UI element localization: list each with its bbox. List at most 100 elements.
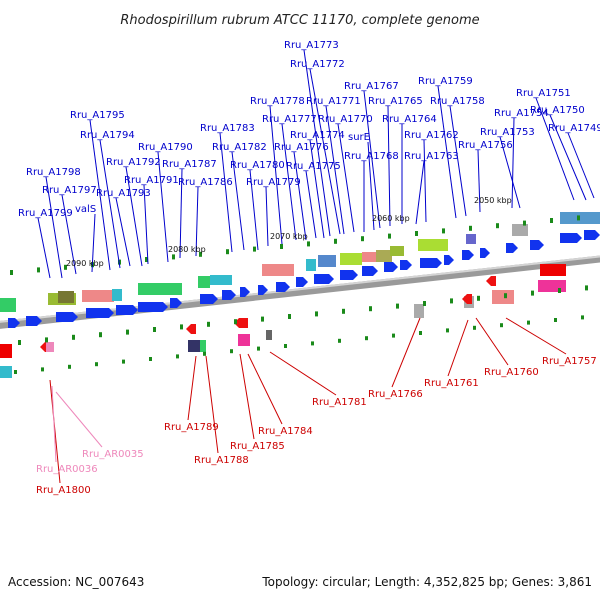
leader-line (391, 317, 421, 388)
gene-label-rru-a1794[interactable]: Rru_A1794 (80, 130, 135, 141)
gene-label-rru-a1770[interactable]: Rru_A1770 (318, 114, 373, 125)
leader-line (269, 351, 337, 396)
gene-label-rru-a1786[interactable]: Rru_A1786 (178, 177, 233, 188)
gene-label-rru-a1791[interactable]: Rru_A1791 (124, 175, 179, 186)
gene-label-rru-ar0036[interactable]: Rru_AR0036 (36, 464, 98, 475)
gene-label-rru-a1756[interactable]: Rru_A1756 (458, 140, 513, 151)
gene-label-rru-a1788[interactable]: Rru_A1788 (194, 455, 249, 466)
gene-label-rru-a1777[interactable]: Rru_A1777 (262, 114, 317, 125)
leader-line (309, 139, 325, 239)
leader-line (195, 186, 199, 257)
leader-line (247, 353, 283, 425)
gene-label-vals[interactable]: valS (75, 204, 96, 215)
gene-label-rru-a1783[interactable]: Rru_A1783 (200, 123, 255, 134)
gene-label-rru-a1762[interactable]: Rru_A1762 (404, 130, 459, 141)
gene-label-rru-a1779[interactable]: Rru_A1779 (246, 177, 301, 188)
scale-label: 2070 kbp (270, 232, 308, 241)
gene-label-rru-a1778[interactable]: Rru_A1778 (250, 96, 305, 107)
leader-line (567, 132, 595, 199)
leader-line (37, 217, 51, 279)
reverse-leader-lines (49, 317, 567, 484)
gene-label-rru-a1787[interactable]: Rru_A1787 (162, 159, 217, 170)
scale-label: 2060 kbp (372, 214, 410, 223)
gene-label-rru-a1797[interactable]: Rru_A1797 (42, 185, 97, 196)
leader-line (477, 149, 481, 213)
rna-leader-lines (51, 385, 103, 463)
gene-label-rru-a1780[interactable]: Rru_A1780 (230, 160, 285, 171)
gene-label-rru-a1758[interactable]: Rru_A1758 (430, 96, 485, 107)
gene-label-rru-a1749[interactable]: Rru_A1749 (548, 123, 600, 134)
leader-line (325, 105, 345, 235)
gene-label-rru-a1766[interactable]: Rru_A1766 (368, 389, 423, 400)
gene-label-rru-a1760[interactable]: Rru_A1760 (484, 367, 539, 378)
leader-line (239, 353, 255, 440)
topology-label: Topology: circular; Length: 4,352,825 bp… (261, 575, 592, 589)
gene-label-rru-a1754[interactable]: Rru_A1754 (494, 108, 549, 119)
gene-label-rru-a1792[interactable]: Rru_A1792 (106, 157, 161, 168)
leader-line (45, 176, 63, 279)
leader-line (91, 213, 96, 273)
gene-label-rru-a1800[interactable]: Rru_A1800 (36, 485, 91, 496)
leader-line (187, 355, 197, 421)
gene-label-rru-a1751[interactable]: Rru_A1751 (516, 88, 571, 99)
gene-label-rru-a1750[interactable]: Rru_A1750 (530, 105, 585, 116)
feature-tracks (0, 212, 600, 378)
leader-line (475, 317, 509, 366)
leader-line (61, 194, 77, 275)
leader-line (303, 49, 331, 237)
gene-label-rru-a1781[interactable]: Rru_A1781 (312, 397, 367, 408)
leader-line (367, 141, 375, 231)
gene-label-sure[interactable]: surE (348, 132, 370, 143)
forward-gene-labels: Rru_A1799 Rru_A1798 Rru_A1797 valS Rru_A1795… (18, 40, 600, 219)
gene-label-rru-a1772[interactable]: Rru_A1772 (290, 59, 345, 70)
gene-label-rru-a1764[interactable]: Rru_A1764 (382, 114, 437, 125)
leader-line (363, 90, 381, 229)
leader-line (447, 319, 469, 377)
leader-line (157, 151, 169, 263)
gene-label-rru-a1790[interactable]: Rru_A1790 (138, 142, 193, 153)
gene-label-rru-a1774[interactable]: Rru_A1774 (290, 130, 345, 141)
gene-label-rru-a1768[interactable]: Rru_A1768 (344, 151, 399, 162)
leader-line (499, 136, 521, 209)
leader-line (205, 355, 219, 454)
gene-label-rru-a1793[interactable]: Rru_A1793 (96, 188, 151, 199)
gene-label-rru-a1767[interactable]: Rru_A1767 (344, 81, 399, 92)
gene-label-rru-a1773[interactable]: Rru_A1773 (284, 40, 339, 51)
gene-label-rru-a1765[interactable]: Rru_A1765 (368, 96, 423, 107)
gene-label-rru-a1761[interactable]: Rru_A1761 (424, 378, 479, 389)
gene-label-rru-a1782[interactable]: Rru_A1782 (212, 142, 267, 153)
leader-line (179, 168, 183, 259)
leader-line (99, 139, 121, 269)
rna-gene-labels: Rru_AR0036 Rru_AR0035 (36, 449, 144, 475)
gene-label-rru-a1753[interactable]: Rru_A1753 (480, 127, 535, 138)
leader-line (437, 85, 457, 219)
leader-line (125, 166, 143, 267)
leader-line (51, 385, 57, 463)
leader-line (281, 123, 297, 241)
gene-label-rru-a1771[interactable]: Rru_A1771 (306, 96, 361, 107)
scale-labels: 2090 kbp 2080 kbp 2070 kbp 2060 kbp 2050 kbp (66, 196, 512, 268)
gene-label-rru-a1763[interactable]: Rru_A1763 (404, 151, 459, 162)
leader-line (265, 186, 269, 247)
gene-label-rru-a1757[interactable]: Rru_A1757 (542, 356, 597, 367)
gene-label-rru-a1759[interactable]: Rru_A1759 (418, 76, 473, 87)
gene-label-rru-ar0035[interactable]: Rru_AR0035 (82, 449, 144, 460)
gene-label-rru-a1789[interactable]: Rru_A1789 (164, 422, 219, 433)
leader-line (293, 151, 307, 241)
gene-label-rru-a1775[interactable]: Rru_A1775 (286, 161, 341, 172)
gene-label-rru-a1799[interactable]: Rru_A1799 (18, 208, 73, 219)
gene-label-rru-a1785[interactable]: Rru_A1785 (230, 441, 285, 452)
leader-line (337, 123, 355, 233)
leader-line (549, 114, 587, 201)
leader-line (143, 184, 149, 265)
leader-line (219, 132, 233, 253)
gene-label-rru-a1795[interactable]: Rru_A1795 (70, 110, 125, 121)
gene-label-rru-a1784[interactable]: Rru_A1784 (258, 426, 313, 437)
gene-label-rru-a1776[interactable]: Rru_A1776 (274, 142, 329, 153)
leader-line (115, 197, 131, 267)
reverse-gene-labels: Rru_A1800 Rru_A1789 Rru_A1788 Rru_A1785 Rru_… (36, 356, 597, 496)
scale-label: 2050 kbp (474, 196, 512, 205)
gene-label-rru-a1798[interactable]: Rru_A1798 (26, 167, 81, 178)
leader-line (89, 119, 111, 271)
